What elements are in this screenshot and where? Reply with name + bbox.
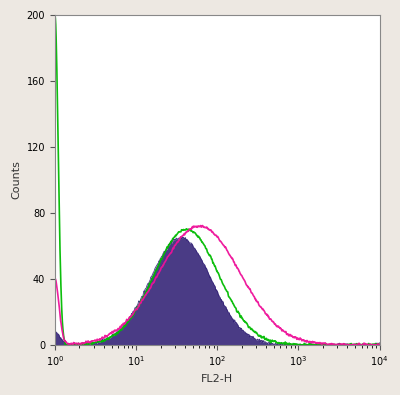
- Y-axis label: Counts: Counts: [11, 160, 21, 199]
- X-axis label: FL2-H: FL2-H: [201, 374, 233, 384]
